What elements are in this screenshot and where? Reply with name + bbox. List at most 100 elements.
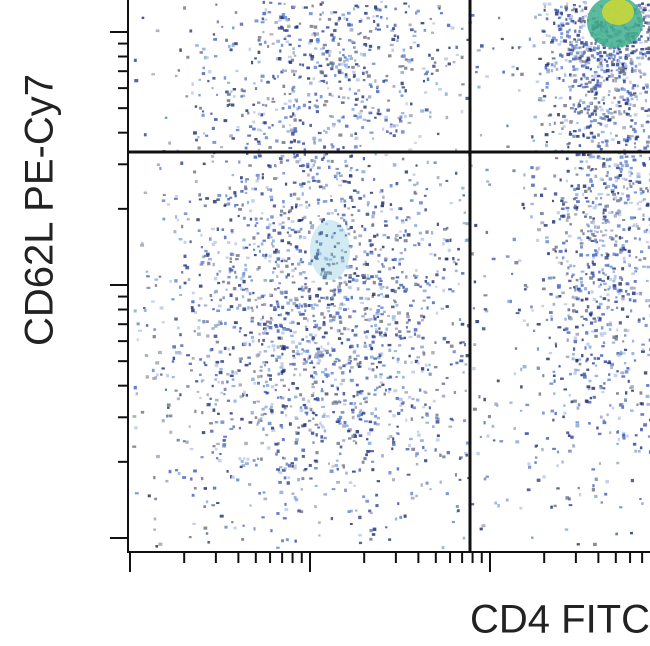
event-dot <box>511 65 515 69</box>
event-dot <box>321 397 324 401</box>
event-dot <box>614 179 619 183</box>
event-dot <box>244 185 248 189</box>
event-dot <box>267 368 271 372</box>
event-dot <box>388 538 392 541</box>
event-dot <box>425 421 430 424</box>
event-dot <box>505 498 509 502</box>
event-dot <box>410 404 414 408</box>
event-dot <box>335 459 339 462</box>
event-dot <box>391 317 396 321</box>
event-dot <box>589 123 592 126</box>
event-dot <box>328 271 333 275</box>
event-dot <box>491 424 495 428</box>
event-dot <box>606 323 609 327</box>
event-dot <box>325 351 329 355</box>
event-dot <box>553 64 556 68</box>
event-dot <box>460 27 464 30</box>
event-dot <box>376 366 379 369</box>
event-dot <box>506 124 509 128</box>
event-dot <box>328 319 333 323</box>
event-dot <box>255 173 260 177</box>
event-dot <box>231 370 234 374</box>
event-dot <box>237 369 241 372</box>
event-dot <box>270 318 274 322</box>
event-dot <box>186 55 190 59</box>
event-dot <box>241 94 246 98</box>
event-dot <box>280 370 285 374</box>
event-dot <box>578 289 583 293</box>
event-dot <box>466 38 471 41</box>
event-dot <box>616 392 619 395</box>
event-dot <box>261 331 266 335</box>
event-dot <box>592 256 595 260</box>
event-dot <box>643 21 648 25</box>
event-dot <box>281 438 285 442</box>
event-dot <box>592 395 596 399</box>
event-dot <box>265 332 269 335</box>
event-dot <box>413 332 417 336</box>
event-dot <box>556 450 560 454</box>
event-dot <box>243 216 246 220</box>
event-dot <box>604 124 609 128</box>
event-dot <box>226 373 230 376</box>
event-dot <box>585 318 588 321</box>
event-dot <box>535 80 540 83</box>
event-dot <box>341 96 346 99</box>
event-dot <box>464 363 468 366</box>
event-dot <box>263 390 267 394</box>
event-dot <box>589 131 594 135</box>
event-dot <box>548 351 553 355</box>
event-dot <box>400 130 405 134</box>
event-dot <box>395 238 399 242</box>
event-dot <box>392 163 397 167</box>
event-dot <box>353 357 358 361</box>
event-dot <box>158 542 163 546</box>
event-dot <box>386 17 389 20</box>
event-dot <box>169 430 173 434</box>
event-dot <box>384 388 388 392</box>
event-dot <box>166 203 171 206</box>
event-dot <box>576 135 580 138</box>
event-dot <box>309 39 313 43</box>
event-dot <box>174 197 178 200</box>
event-dot <box>312 163 315 167</box>
event-dot <box>289 329 293 333</box>
event-dot <box>287 464 292 468</box>
event-dot <box>618 321 622 325</box>
event-dot <box>320 272 323 276</box>
event-dot <box>435 420 440 424</box>
event-dot <box>199 358 203 361</box>
event-dot <box>233 321 238 325</box>
event-dot <box>256 176 260 180</box>
event-dot <box>207 541 211 544</box>
event-dot <box>252 236 256 240</box>
event-dot <box>584 93 588 97</box>
event-dot <box>579 277 583 281</box>
event-dot <box>168 141 172 145</box>
event-dot <box>425 412 429 416</box>
event-dot <box>494 501 498 505</box>
event-dot <box>585 309 588 313</box>
event-dot <box>320 345 323 349</box>
event-dot <box>400 55 404 58</box>
event-dot <box>591 90 594 93</box>
event-dot <box>497 504 500 508</box>
event-dot <box>214 55 218 58</box>
event-dot <box>329 50 332 54</box>
event-dot <box>330 212 334 215</box>
event-dot <box>565 496 570 500</box>
event-dot <box>316 362 321 365</box>
event-dot <box>283 476 287 480</box>
event-dot <box>291 321 294 324</box>
event-dot <box>597 84 602 88</box>
event-dot <box>420 22 425 25</box>
event-dot <box>338 418 341 422</box>
event-dot <box>171 298 175 301</box>
event-dot <box>393 34 397 38</box>
event-dot <box>357 112 362 115</box>
event-dot <box>630 172 633 175</box>
event-dot <box>645 187 648 190</box>
event-dot <box>527 462 531 466</box>
event-dot <box>264 136 269 140</box>
event-dot <box>348 276 352 279</box>
